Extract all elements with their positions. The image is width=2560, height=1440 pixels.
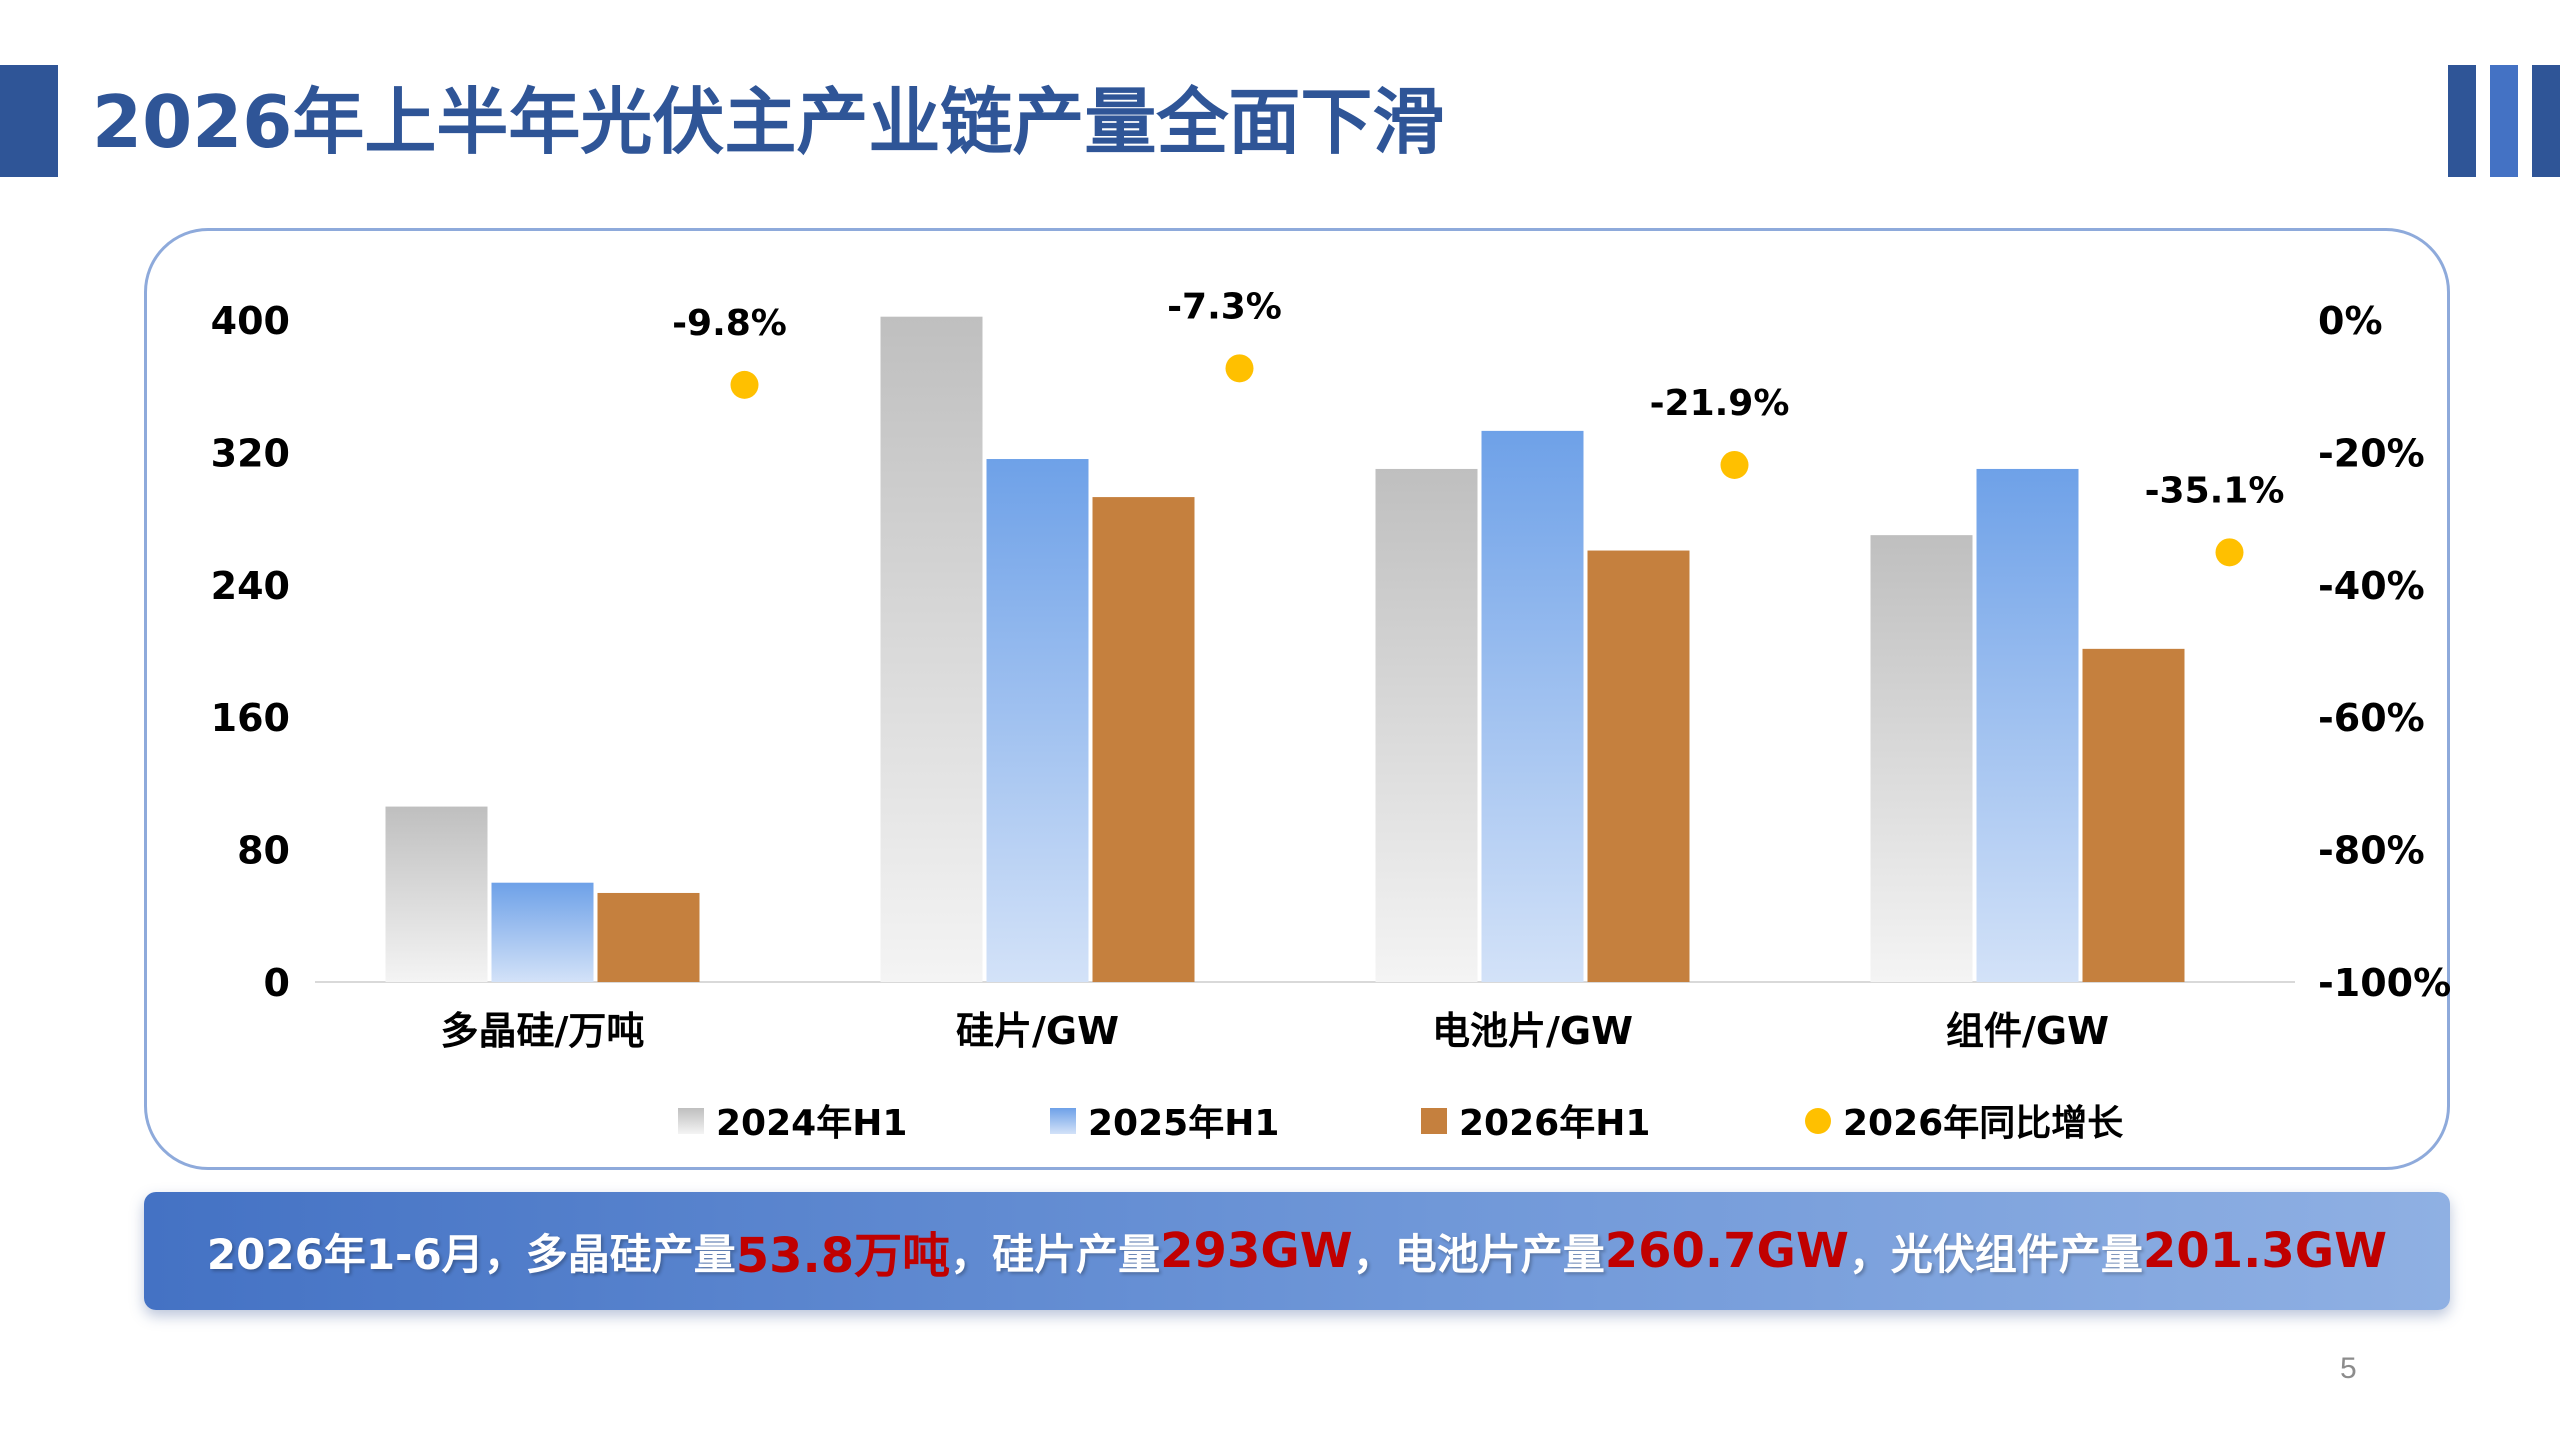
summary-banner: 2026年1-6月，多晶硅产量 53.8万吨 ，硅片产量 293GW ，电池片产量 260… <box>144 1192 2450 1310</box>
summary-value-cell: 260.7GW <box>1604 1223 1849 1279</box>
corner-bar-1 <box>2448 65 2476 177</box>
corner-bar-2 <box>2490 65 2518 177</box>
summary-text-3: ，电池片产量 <box>1352 1229 1605 1279</box>
summary-text-1: 2026年1-6月，多晶硅产量 <box>206 1229 736 1279</box>
title-accent-bar <box>0 65 58 177</box>
page-title: 2026年上半年光伏主产业链产量全面下滑 <box>92 80 1445 164</box>
chart-panel <box>144 228 2450 1170</box>
corner-decoration <box>2448 65 2560 177</box>
summary-text-4: ，光伏组件产量 <box>1848 1229 2143 1279</box>
summary-value-module: 201.3GW <box>2142 1223 2388 1279</box>
summary-value-wafer: 293GW <box>1160 1223 1353 1279</box>
summary-text-2: ，硅片产量 <box>950 1229 1161 1279</box>
summary-value-polysilicon: 53.8万吨 <box>735 1228 951 1284</box>
page-number: 5 <box>2340 1352 2357 1385</box>
corner-bar-3 <box>2532 65 2560 177</box>
